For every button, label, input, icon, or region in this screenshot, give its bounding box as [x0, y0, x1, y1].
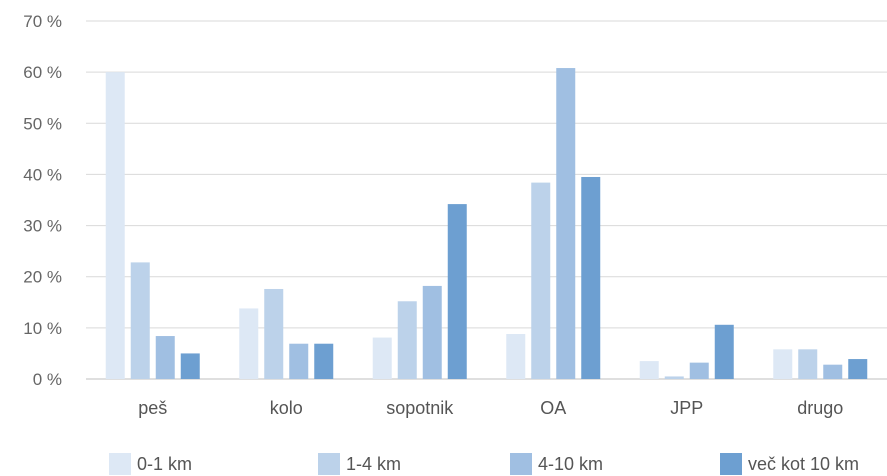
- bar-JPP-več-kot-10-km: [714, 324, 734, 379]
- bar-kolo-4-10-km: [289, 343, 309, 379]
- x-axis: peš kolo sopotnik OA JPP drugo: [138, 398, 843, 418]
- legend-label: 1-4 km: [346, 454, 401, 474]
- bar-kolo-0-1-km: [239, 308, 259, 379]
- legend-label: več kot 10 km: [748, 454, 859, 474]
- bar-drugo-1-4-km: [798, 349, 818, 379]
- x-tick-label: drugo: [797, 398, 843, 418]
- x-tick-label: OA: [540, 398, 566, 418]
- y-tick-label: 60 %: [23, 63, 62, 82]
- bar-peš-4-10-km: [155, 336, 175, 379]
- y-tick-label: 70 %: [23, 12, 62, 31]
- bar-peš-1-4-km: [130, 262, 150, 379]
- bar-sopotnik-več-kot-10-km: [447, 204, 467, 379]
- grid-lines: [86, 20, 887, 380]
- legend-label: 0-1 km: [137, 454, 192, 474]
- bar-peš-več-kot-10-km: [180, 353, 200, 379]
- bar-drugo-4-10-km: [823, 364, 843, 379]
- y-tick-label: 0 %: [33, 370, 62, 389]
- x-tick-label: peš: [138, 398, 167, 418]
- bar-JPP-4-10-km: [689, 362, 709, 379]
- bar-peš-0-1-km: [105, 72, 125, 380]
- y-tick-label: 30 %: [23, 217, 62, 236]
- legend-swatch: [720, 453, 742, 475]
- bar-JPP-0-1-km: [639, 361, 659, 379]
- bar-OA-več-kot-10-km: [581, 176, 601, 379]
- x-tick-label: kolo: [270, 398, 303, 418]
- bar-OA-1-4-km: [531, 182, 551, 379]
- bar-kolo-1-4-km: [264, 288, 284, 379]
- legend-swatch: [109, 453, 131, 475]
- y-axis: 0 % 10 % 20 % 30 % 40 % 50 % 60 % 70 %: [23, 12, 62, 389]
- x-tick-label: JPP: [670, 398, 703, 418]
- bar-sopotnik-4-10-km: [422, 285, 442, 379]
- bar-JPP-1-4-km: [664, 376, 684, 379]
- legend-swatch: [510, 453, 532, 475]
- bar-sopotnik-1-4-km: [397, 301, 417, 379]
- bar-drugo-0-1-km: [773, 349, 793, 379]
- bar-sopotnik-0-1-km: [372, 337, 392, 379]
- y-tick-label: 10 %: [23, 319, 62, 338]
- x-tick-label: sopotnik: [386, 398, 454, 418]
- y-tick-label: 40 %: [23, 165, 62, 184]
- y-tick-label: 20 %: [23, 268, 62, 287]
- legend: 0-1 km 1-4 km 4-10 km več kot 10 km: [109, 453, 859, 475]
- bar-kolo-več-kot-10-km: [314, 343, 334, 379]
- bars: [105, 68, 868, 380]
- bar-drugo-več-kot-10-km: [848, 359, 868, 379]
- bar-OA-0-1-km: [506, 333, 526, 379]
- bar-OA-4-10-km: [556, 68, 576, 380]
- legend-swatch: [318, 453, 340, 475]
- y-tick-label: 50 %: [23, 114, 62, 133]
- legend-label: 4-10 km: [538, 454, 603, 474]
